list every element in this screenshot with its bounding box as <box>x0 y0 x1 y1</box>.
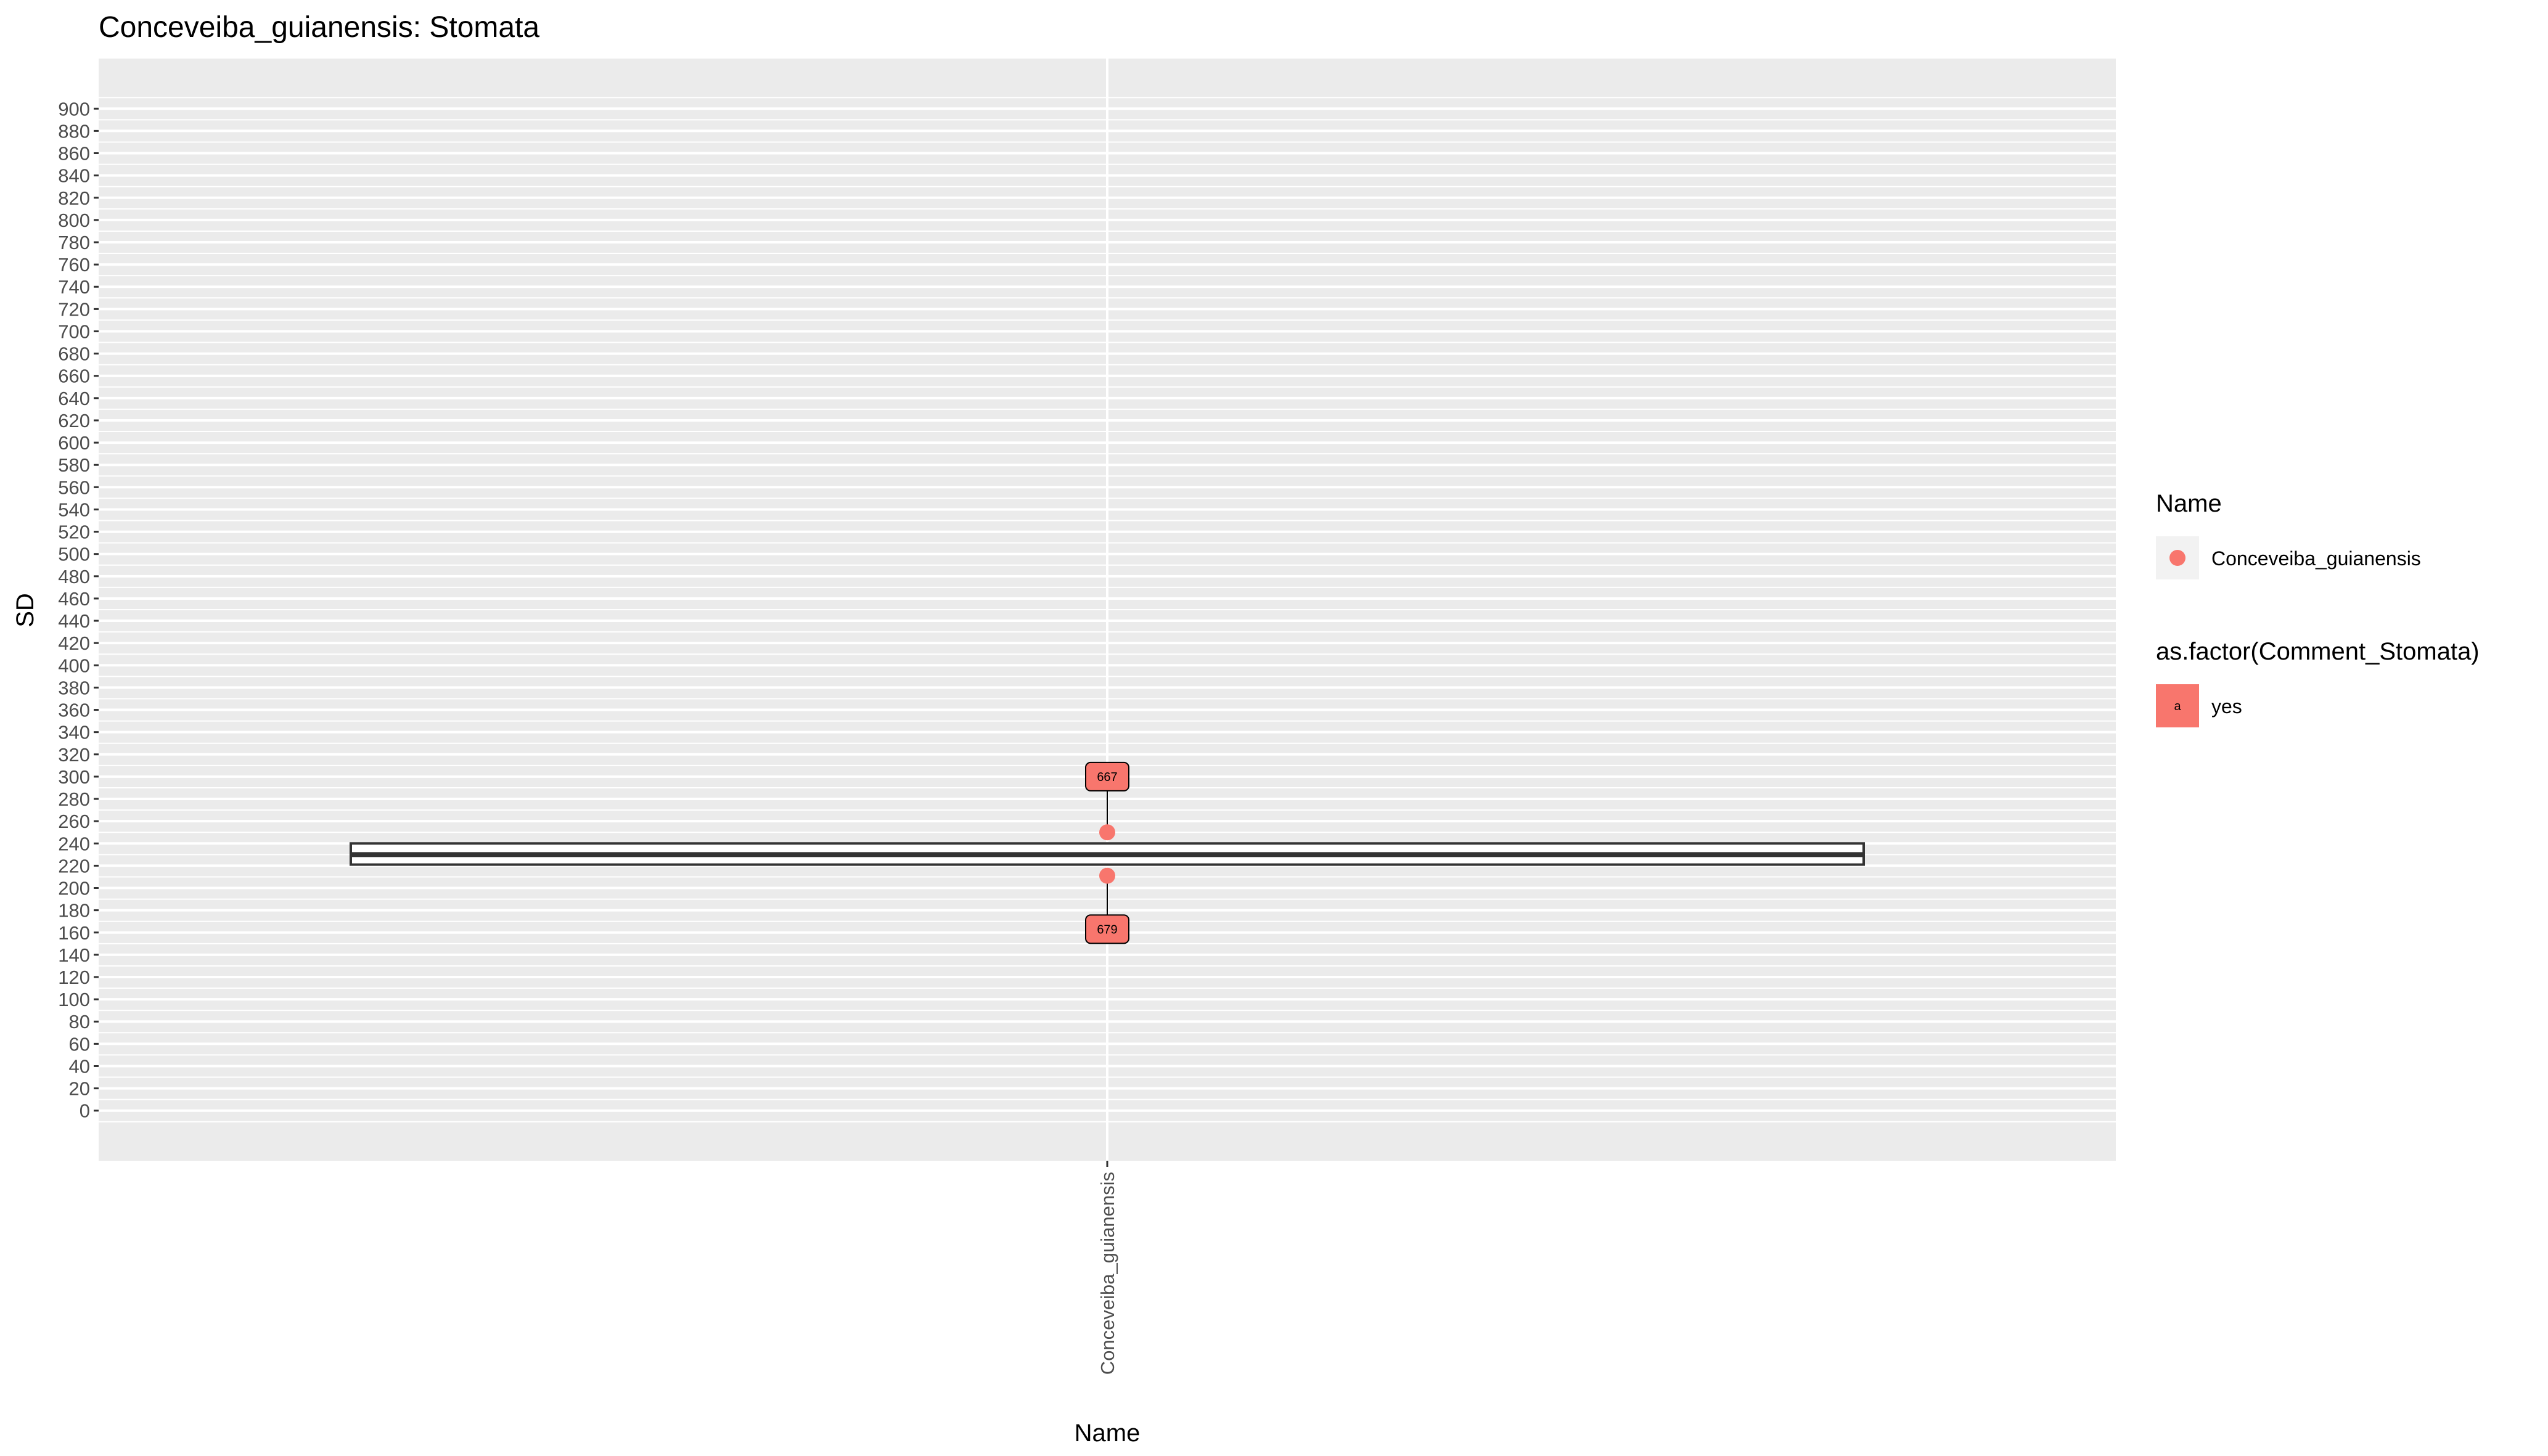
y-tick-label: 420 <box>58 632 90 654</box>
y-tick-label: 200 <box>58 878 90 899</box>
legend-key <box>2156 684 2199 727</box>
y-tick-label: 480 <box>58 566 90 587</box>
legend: Name Conceveiba_guianensis as.factor(Comme… <box>2156 490 2480 727</box>
legend-title: Name <box>2156 490 2222 517</box>
y-tick-label: 760 <box>58 254 90 276</box>
y-tick-label: 780 <box>58 232 90 253</box>
legend-item-label: yes <box>2211 695 2242 718</box>
data-point <box>1099 867 1115 884</box>
y-tick-label: 900 <box>58 98 90 120</box>
y-axis: 0204060801001201401601802002202402602803… <box>58 98 99 1122</box>
legend-title: as.factor(Comment_Stomata) <box>2156 638 2480 665</box>
y-tick-label: 860 <box>58 143 90 165</box>
y-tick-label: 680 <box>58 343 90 365</box>
y-tick-label: 380 <box>58 677 90 698</box>
data-point <box>1099 824 1115 841</box>
legend-item-label: Conceveiba_guianensis <box>2211 547 2421 570</box>
chart-title: Conceveiba_guianensis: Stomata <box>99 11 539 44</box>
y-tick-label: 400 <box>58 655 90 676</box>
y-tick-label: 620 <box>58 410 90 431</box>
y-tick-label: 720 <box>58 298 90 320</box>
y-tick-label: 280 <box>58 788 90 810</box>
y-tick-label: 220 <box>58 855 90 877</box>
y-tick-label: 140 <box>58 944 90 966</box>
legend-label-symbol: a <box>2174 700 2181 713</box>
y-tick-label: 120 <box>58 967 90 988</box>
y-tick-label: 260 <box>58 811 90 832</box>
grid-major <box>99 59 2116 1161</box>
x-axis-title: Name <box>1075 1420 1141 1447</box>
y-tick-label: 300 <box>58 766 90 788</box>
data-label: 667 <box>1097 771 1117 784</box>
y-tick-label: 320 <box>58 744 90 766</box>
y-tick-label: 820 <box>58 187 90 209</box>
y-axis-title: SD <box>12 593 39 628</box>
y-tick-label: 560 <box>58 476 90 498</box>
x-axis: Conceveiba_guianensis <box>1097 1161 1118 1375</box>
y-tick-label: 840 <box>58 165 90 187</box>
y-tick-label: 40 <box>69 1055 90 1077</box>
y-tick-label: 340 <box>58 722 90 743</box>
y-tick-label: 580 <box>58 454 90 476</box>
y-tick-label: 800 <box>58 210 90 231</box>
y-tick-label: 60 <box>69 1033 90 1055</box>
y-tick-label: 20 <box>69 1078 90 1100</box>
data-label: 679 <box>1097 923 1117 936</box>
y-tick-label: 440 <box>58 610 90 632</box>
y-tick-label: 640 <box>58 388 90 409</box>
boxplot-layer <box>350 842 1865 866</box>
y-tick-label: 520 <box>58 521 90 543</box>
points-layer: 667 679 <box>1085 761 1129 944</box>
y-tick-label: 700 <box>58 321 90 342</box>
x-tick-label: Conceveiba_guianensis <box>1097 1172 1118 1375</box>
y-tick-label: 540 <box>58 499 90 520</box>
y-tick-label: 80 <box>69 1011 90 1033</box>
y-tick-label: 360 <box>58 700 90 721</box>
y-tick-label: 180 <box>58 900 90 922</box>
y-tick-label: 600 <box>58 432 90 454</box>
y-tick-label: 460 <box>58 588 90 610</box>
y-tick-label: 880 <box>58 120 90 142</box>
y-tick-label: 740 <box>58 276 90 298</box>
legend-point-symbol <box>2169 550 2185 566</box>
y-tick-label: 500 <box>58 544 90 565</box>
data-label-box <box>1085 914 1129 944</box>
y-tick-label: 240 <box>58 833 90 854</box>
y-tick-label: 160 <box>58 922 90 944</box>
data-label-box <box>1085 761 1129 791</box>
y-tick-label: 0 <box>80 1100 90 1122</box>
y-tick-label: 100 <box>58 989 90 1010</box>
y-tick-label: 660 <box>58 366 90 387</box>
